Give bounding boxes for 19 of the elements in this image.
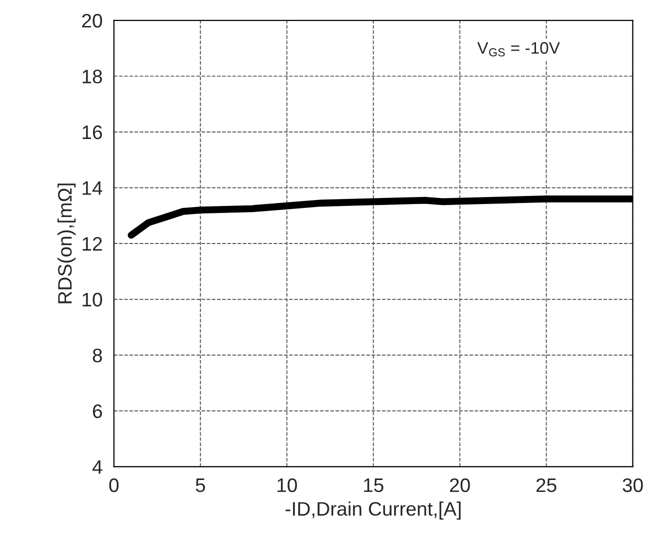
y-tick-label: 6 bbox=[92, 404, 102, 418]
y-axis-title: RDS(on),[mΩ] bbox=[58, 184, 76, 304]
y-tick-label: 18 bbox=[82, 70, 102, 84]
y-tick-label: 14 bbox=[82, 181, 102, 195]
annotation: V$_{GS}$ = -10V bbox=[477, 42, 560, 56]
x-tick-label: 20 bbox=[450, 478, 470, 492]
x-axis-title: -ID,Drain Current,[A] bbox=[286, 501, 461, 520]
x-tick-label: 25 bbox=[536, 478, 556, 492]
y-tick-label: 4 bbox=[92, 460, 102, 474]
x-tick-label: 10 bbox=[278, 478, 297, 492]
y-tick-label: 16 bbox=[82, 125, 102, 140]
x-tick-label: 5 bbox=[196, 478, 205, 492]
x-tick-label: 0 bbox=[109, 478, 119, 492]
y-tick-label: 12 bbox=[82, 237, 102, 251]
x-tick-label: 15 bbox=[364, 478, 384, 492]
y-tick-label: 10 bbox=[82, 292, 102, 307]
y-tick-label: 8 bbox=[92, 348, 102, 362]
y-tick-label: 20 bbox=[82, 14, 102, 28]
x-tick-label: 30 bbox=[622, 478, 643, 492]
